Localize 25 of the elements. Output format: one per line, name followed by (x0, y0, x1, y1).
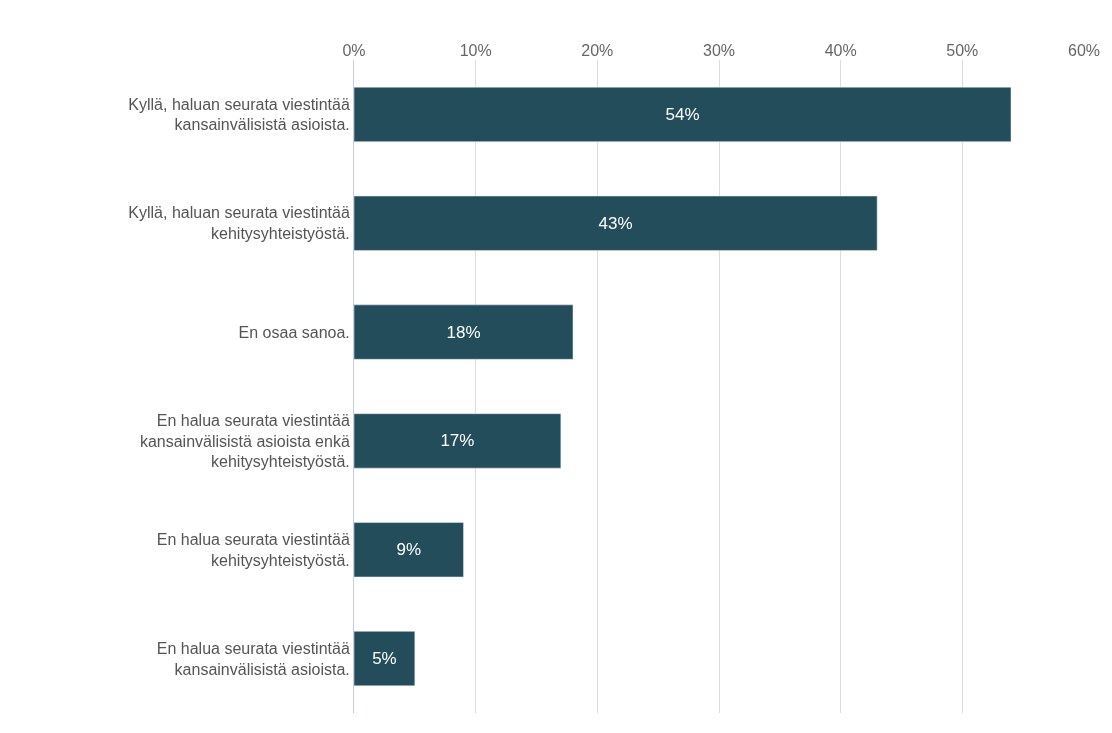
y-tick-label: En halua seurata viestintää kansainvälisistä asioista enkä kehitysyhteistyöstä. (139, 411, 350, 471)
y-tick-label: En halua seurata viestintää kansainvälisistä asioista. (156, 639, 350, 678)
x-tick-label: 10% (459, 41, 492, 59)
data-label: 54% (665, 104, 700, 124)
bar (354, 304, 574, 360)
x-tick-label: 60% (1067, 41, 1101, 59)
bar (354, 195, 878, 251)
data-label: 17% (440, 431, 475, 451)
y-tick-label: Kyllä, haluan seurata viestintää kansainvälisistä asioista. (128, 95, 350, 134)
x-tick-label: 20% (581, 41, 614, 59)
y-tick-label: En osaa sanoa. (238, 323, 350, 341)
data-label: 18% (446, 322, 481, 342)
bar (354, 522, 464, 578)
y-tick-label: Kyllä, haluan seurata viestintää kehitysyhteistyöstä. (128, 204, 350, 243)
bar (354, 631, 416, 687)
data-label: 43% (598, 213, 633, 233)
data-label: 5% (372, 649, 397, 669)
x-tick-label: 30% (702, 41, 736, 59)
bar (354, 413, 562, 469)
y-tick-label: En halua seurata viestintää kehitysyhteistyöstä. (156, 530, 350, 569)
bar (354, 86, 1012, 142)
data-label: 9% (396, 540, 422, 560)
x-tick-label: 40% (824, 41, 857, 59)
x-tick-label: 0% (342, 41, 366, 59)
x-tick-label: 50% (946, 41, 979, 59)
